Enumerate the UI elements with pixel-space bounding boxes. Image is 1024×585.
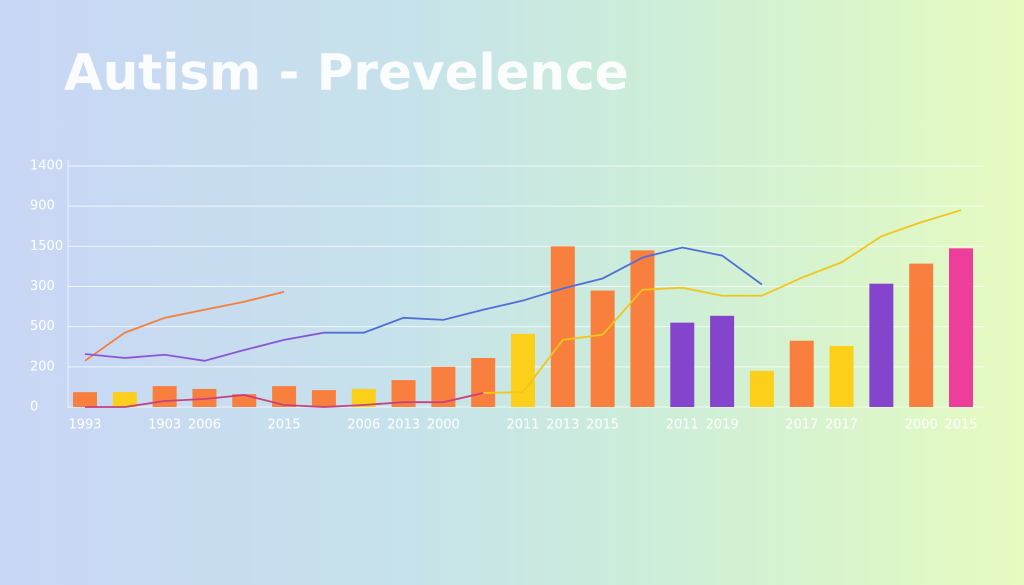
bar [869, 283, 894, 407]
y-tick-label: 300 [30, 279, 55, 294]
x-tick-label: 2015 [268, 418, 301, 433]
x-tick-label: 2006 [347, 418, 380, 433]
bar [829, 345, 854, 407]
y-tick-label: 200 [30, 359, 55, 374]
bar [112, 392, 137, 407]
bar [550, 246, 575, 407]
bar [630, 250, 655, 407]
chart-title: Autism - Prevelence [64, 44, 629, 102]
x-tick-label: 1903 [148, 418, 181, 433]
bar [471, 357, 496, 407]
line [84, 331, 325, 362]
x-tick-label: 2013 [387, 418, 420, 433]
line [84, 290, 285, 362]
x-tick-label: 2015 [586, 418, 619, 433]
bar [789, 340, 814, 407]
bar [351, 388, 376, 407]
y-tick-label: 500 [30, 319, 55, 334]
line [323, 246, 763, 334]
bar [949, 248, 973, 407]
bar [710, 315, 735, 407]
line [483, 209, 962, 394]
bar [73, 392, 97, 407]
x-tick-label: 2011 [506, 418, 539, 433]
y-tick-label: 1500 [30, 239, 63, 254]
x-tick-label: 1993 [68, 418, 101, 433]
x-tick-label: 2017 [785, 418, 818, 433]
x-tick-label: 2017 [825, 418, 858, 433]
bar [192, 388, 217, 407]
x-tick-label: 2006 [188, 418, 221, 433]
bar [152, 386, 177, 407]
x-tick-label: 2015 [944, 418, 977, 433]
bar [272, 386, 297, 407]
y-tick-label: 900 [30, 199, 55, 214]
x-tick-label: 2013 [546, 418, 579, 433]
y-tick-label: 1400 [30, 159, 63, 174]
x-tick-label: 2000 [905, 418, 938, 433]
x-tick-label: 2019 [706, 418, 739, 433]
y-tick-label: 0 [30, 400, 38, 415]
line [85, 392, 484, 408]
bar [909, 263, 934, 407]
x-tick-label: 2000 [427, 418, 460, 433]
bar [670, 322, 695, 407]
bar [590, 290, 615, 407]
bar [311, 390, 336, 407]
bar [511, 333, 535, 407]
bar [749, 370, 774, 407]
x-tick-label: 2011 [666, 418, 699, 433]
